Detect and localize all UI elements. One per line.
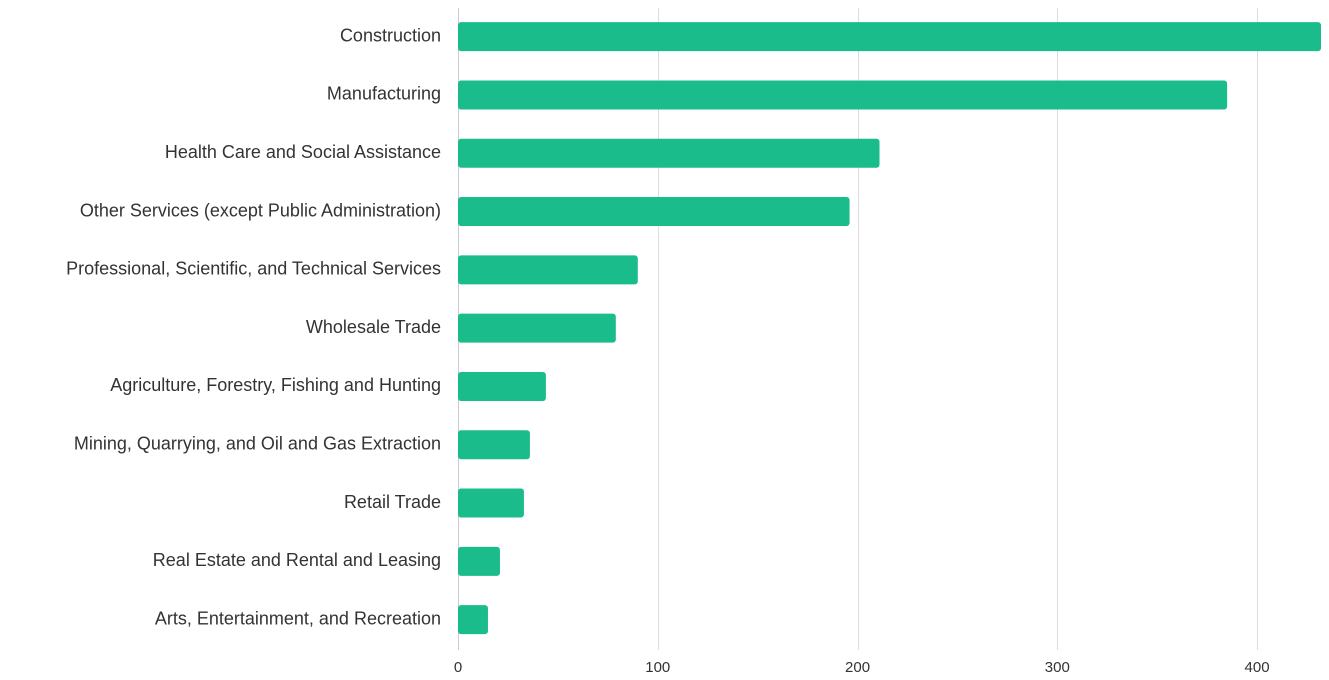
bars <box>458 22 1321 635</box>
x-tick-label: 100 <box>645 659 670 675</box>
bar[interactable] <box>458 371 546 401</box>
category-label: Wholesale Trade <box>306 317 441 337</box>
category-label: Agriculture, Forestry, Fishing and Hunti… <box>110 375 441 395</box>
bar[interactable] <box>458 255 638 285</box>
bar[interactable] <box>458 197 850 227</box>
category-label: Construction <box>340 25 441 45</box>
x-tick-label: 400 <box>1245 659 1270 675</box>
category-labels: Construction Manufacturing Health Care and… <box>66 25 441 628</box>
category-label: Mining, Quarrying, and Oil and Gas Extra… <box>74 434 441 454</box>
category-label: Professional, Scientific, and Technical … <box>66 259 441 279</box>
bar[interactable] <box>458 605 488 635</box>
bar[interactable] <box>458 430 530 460</box>
bar[interactable] <box>458 313 616 343</box>
x-axis-ticks: 0 100 200 300 400 <box>454 659 1270 676</box>
bar[interactable] <box>458 138 880 168</box>
bar[interactable] <box>458 546 500 576</box>
category-label: Manufacturing <box>327 84 441 104</box>
x-tick-label: 300 <box>1045 659 1070 675</box>
category-label: Arts, Entertainment, and Recreation <box>155 608 441 628</box>
bar[interactable] <box>458 80 1228 110</box>
bar[interactable] <box>458 488 524 518</box>
x-tick-label: 0 <box>454 659 462 675</box>
bar[interactable] <box>458 22 1321 52</box>
category-label: Other Services (except Public Administra… <box>80 200 441 220</box>
category-label: Health Care and Social Assistance <box>165 142 441 162</box>
category-label: Retail Trade <box>344 492 441 512</box>
category-label: Real Estate and Rental and Leasing <box>153 550 441 570</box>
x-tick-label: 200 <box>845 659 870 675</box>
gridlines <box>458 8 1258 650</box>
